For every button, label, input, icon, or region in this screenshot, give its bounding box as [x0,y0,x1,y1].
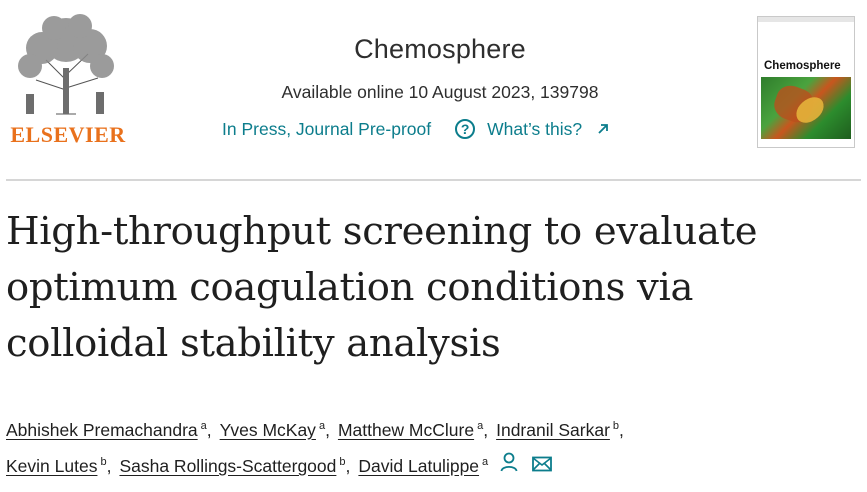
affiliation-marker[interactable]: b [339,456,346,468]
author-link[interactable]: Kevin Lutes [6,456,98,476]
affiliation-marker[interactable]: a [477,420,484,432]
article-title: High-throughput screening to evaluate op… [6,204,856,372]
author-link[interactable]: Abhishek Premachandra [6,420,198,440]
journal-cover-thumbnail[interactable]: Chemosphere [757,16,855,148]
author-link[interactable]: Indranil Sarkar [496,420,610,440]
author-link[interactable]: Sasha Rollings-Scattergood [119,456,337,476]
elsevier-logo[interactable]: ELSEVIER [6,10,125,150]
whats-this-link[interactable]: What’s this? [487,118,583,139]
article-title-line: High-throughput screening to evaluate [6,209,758,254]
availability-text: Available online 10 August 2023, 139798 [281,82,599,102]
journal-status: In Press, Journal Pre-proof [222,118,432,139]
status-row: In Press, Journal Pre-proof ? What’s thi… [222,116,610,142]
elsevier-wordmark: ELSEVIER [10,122,126,147]
cover-image [761,77,851,139]
journal-title[interactable]: Chemosphere [354,34,526,64]
header-divider [6,179,861,181]
author-link[interactable]: Yves McKay [219,420,316,440]
affiliation-marker[interactable]: a [482,456,489,468]
person-icon[interactable] [500,448,518,484]
elsevier-tree-logo-icon [18,14,114,115]
author-link[interactable]: Matthew McClure [337,420,475,440]
external-arrow-icon[interactable] [596,122,610,136]
envelope-icon[interactable] [532,448,553,484]
affiliation-marker[interactable]: b [612,420,620,432]
cover-title: Chemosphere [764,60,841,72]
affiliation-marker[interactable]: b [100,456,107,468]
article-title-line: colloidal stability analysis [6,321,501,366]
author-list: Abhishek Premachandra a, Yves McKay a, Mat… [6,412,856,484]
author-link[interactable]: David Latulippe [358,456,480,476]
affiliation-marker[interactable]: a [318,420,326,432]
article-title-line: optimum coagulation conditions via [6,265,694,310]
help-circle-icon[interactable]: ? [455,119,476,139]
affiliation-marker[interactable]: a [200,420,207,432]
